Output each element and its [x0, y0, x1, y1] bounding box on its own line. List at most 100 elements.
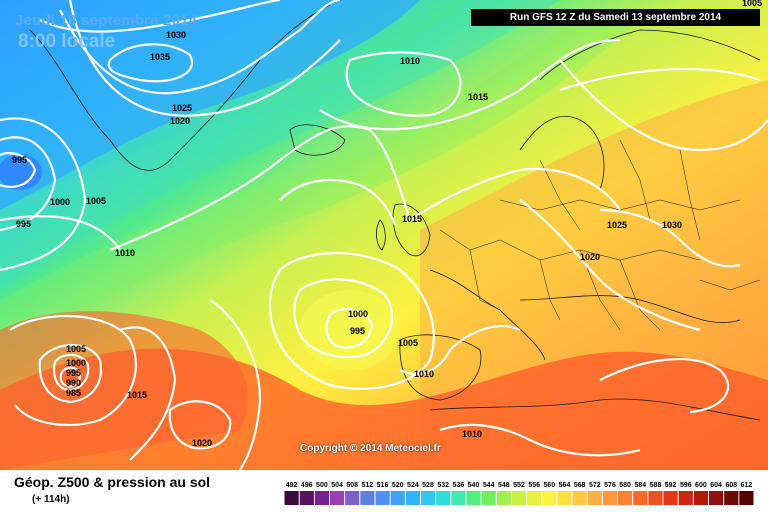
scale-tick-label: 600: [695, 482, 707, 489]
isobar-label: 1005: [66, 344, 86, 354]
scale-swatch: [466, 491, 481, 505]
scale-tick-label: 500: [316, 482, 328, 489]
scale-swatch: [511, 491, 527, 505]
scale-swatch: [390, 491, 405, 505]
isobar-label: 1005: [398, 338, 418, 348]
scale-tick-label: 576: [604, 482, 616, 489]
scale-swatch: [663, 491, 678, 505]
isobar-label: 1020: [580, 252, 600, 262]
isobar-label: 1030: [166, 30, 186, 40]
isobar-label: 1025: [607, 220, 627, 230]
hot-region-southwest: [0, 311, 248, 470]
isobar-label: 1005: [742, 0, 762, 8]
scale-tick-label: 552: [513, 482, 525, 489]
legend-subtitle: (+ 114h): [32, 494, 70, 505]
scale-swatch: [284, 491, 299, 505]
isobar-label: 1015: [468, 92, 488, 102]
scale-swatch: [602, 491, 618, 505]
isobar-labels: 1030 1035 1025 1020 995 1000 1005 995 10…: [12, 0, 762, 448]
scale-tick-label: 496: [301, 482, 313, 489]
scale-swatch: [557, 491, 572, 505]
isobar-label: 1015: [127, 390, 147, 400]
scale-swatch: [405, 491, 420, 505]
scale-tick-label: 604: [710, 482, 722, 489]
scale-tick-label: 544: [483, 482, 495, 489]
scale-swatch: [587, 491, 602, 505]
isobar-label: 990: [66, 378, 81, 388]
isobar-label: 1020: [170, 116, 190, 126]
isobar-label: 985: [66, 388, 81, 398]
scale-tick-label: 580: [619, 482, 631, 489]
isobar-label: 995: [12, 155, 27, 165]
scale-swatch: [345, 491, 360, 505]
scale-tick-label: 512: [362, 482, 374, 489]
scale-swatch: [360, 491, 375, 505]
scale-tick-label: 584: [634, 482, 646, 489]
scale-swatch: [572, 491, 587, 505]
scale-tick-label: 508: [346, 482, 358, 489]
scale-tick-label: 592: [665, 482, 677, 489]
scale-tick-label: 540: [468, 482, 480, 489]
cold-region-north-atlantic: [0, 0, 420, 210]
scale-tick-label: 564: [559, 482, 571, 489]
scale-tick-label: 516: [377, 482, 389, 489]
scale-tick-label: 588: [650, 482, 662, 489]
scale-tick-label: 548: [498, 482, 510, 489]
scale-swatch: [496, 491, 511, 505]
isobar-label: 1000: [66, 358, 86, 368]
scale-swatch: [421, 491, 436, 505]
scale-swatch: [527, 491, 542, 505]
model-run-label: Run GFS 12 Z du Samedi 13 septembre 2014: [471, 9, 760, 26]
isobar-label: 995: [350, 326, 365, 336]
scale-swatch: [724, 491, 739, 505]
scale-tick-label: 536: [453, 482, 465, 489]
scale-swatch: [314, 491, 329, 505]
isobar-label: 1010: [414, 369, 434, 379]
scale-tick-label: 492: [286, 482, 298, 489]
scale-tick-label: 528: [422, 482, 434, 489]
scale-tick-label: 532: [437, 482, 449, 489]
scale-tick-label: 504: [331, 482, 343, 489]
scale-swatch: [481, 491, 496, 505]
scale-swatch: [709, 491, 724, 505]
isobar-label: 1010: [115, 248, 135, 258]
isobar-label: 1015: [402, 214, 422, 224]
isobar-label: 1005: [86, 196, 106, 206]
isobar-label: 1010: [462, 429, 482, 439]
scale-tick-label: 608: [725, 482, 737, 489]
weather-map: 1030 1035 1025 1020 995 1000 1005 995 10…: [0, 0, 768, 470]
scale-swatch: [739, 491, 754, 505]
scale-tick-label: 572: [589, 482, 601, 489]
scale-swatch: [633, 491, 648, 505]
isobar-label: 1030: [662, 220, 682, 230]
scale-tick-label: 568: [574, 482, 586, 489]
green-band: [0, 20, 640, 360]
scale-swatch: [648, 491, 663, 505]
isobar-label: 995: [16, 219, 31, 229]
forecast-date-title: Jeudi 18 septembre 2014: [15, 12, 198, 29]
scale-tick-label: 524: [407, 482, 419, 489]
isobar-label: 1020: [192, 438, 212, 448]
scale-swatch: [451, 491, 466, 505]
scale-swatch: [436, 491, 451, 505]
scale-tick-label: 560: [543, 482, 555, 489]
scale-swatch: [618, 491, 633, 505]
legend-title: Géop. Z500 & pression au sol: [14, 474, 211, 490]
copyright-notice: Copyright © 2014 Meteociel.fr: [300, 443, 441, 454]
color-scale: 492 496 500 504 508 512 516 520 524 528 532 536 540 5…: [284, 482, 754, 505]
isobar-label: 1025: [172, 103, 192, 113]
scale-swatch: [375, 491, 390, 505]
isobar-label: 1000: [348, 309, 368, 319]
scale-swatch: [330, 491, 345, 505]
scale-tick-label: 612: [741, 482, 753, 489]
scale-swatch: [693, 491, 709, 505]
scale-swatch: [299, 491, 314, 505]
scale-swatch: [678, 491, 693, 505]
forecast-hour-title: 8:00 locale: [18, 31, 116, 52]
cyan-band: [0, 0, 560, 290]
isobar-label: 1010: [400, 56, 420, 66]
scale-tick-label: 556: [528, 482, 540, 489]
isobars: [0, 0, 768, 470]
scale-swatch: [542, 491, 557, 505]
isobar-label: 995: [66, 368, 81, 378]
